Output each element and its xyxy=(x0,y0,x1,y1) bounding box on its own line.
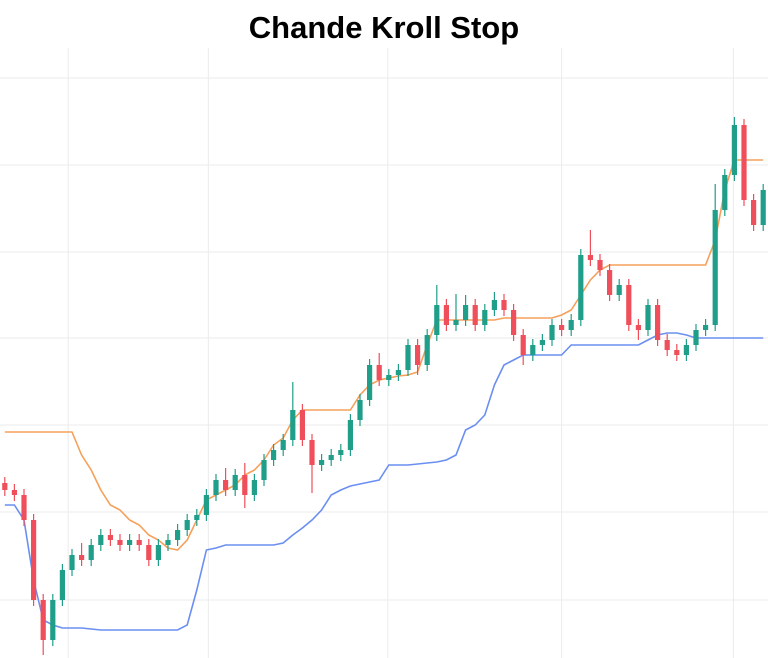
candle-body xyxy=(607,270,613,295)
candle-body xyxy=(107,535,113,540)
candle-body xyxy=(664,340,670,350)
candle-body xyxy=(482,310,488,325)
candle-body xyxy=(40,600,46,640)
candle-body xyxy=(463,305,469,320)
candle-body xyxy=(386,375,392,380)
candle-body xyxy=(127,540,133,545)
candle-body xyxy=(146,545,152,560)
candle-body xyxy=(760,190,766,225)
candle-body xyxy=(50,600,56,640)
candle-body xyxy=(155,545,161,560)
candle-body xyxy=(69,555,75,570)
candle-body xyxy=(165,540,171,545)
candle-body xyxy=(136,540,142,545)
candle-body xyxy=(31,520,37,600)
candle-body xyxy=(453,320,459,325)
candle-body xyxy=(2,483,8,490)
candle-body xyxy=(491,300,497,310)
candle-body xyxy=(587,255,593,260)
candle-body xyxy=(655,305,661,340)
candle-body xyxy=(299,410,305,440)
candle-body xyxy=(251,480,257,495)
candle-body xyxy=(319,460,325,465)
candle-body xyxy=(674,350,680,355)
candle-body xyxy=(98,535,104,545)
candle-body xyxy=(501,300,507,310)
candle-body xyxy=(616,285,622,295)
candle-body xyxy=(712,210,718,325)
candle-body xyxy=(175,530,181,540)
candle-body xyxy=(223,480,229,490)
candle-body xyxy=(559,325,565,330)
candle-body xyxy=(520,335,526,355)
candle-body xyxy=(203,495,209,515)
candle-body xyxy=(117,540,123,545)
candle-body xyxy=(511,310,517,335)
candle-body xyxy=(645,305,651,330)
candle-body xyxy=(347,420,353,450)
candle-body xyxy=(683,345,689,355)
candle-body xyxy=(11,490,17,495)
candle-body xyxy=(280,440,286,450)
candle-body xyxy=(472,305,478,325)
candle-body xyxy=(88,545,94,560)
candle-body xyxy=(549,325,555,340)
candle-body xyxy=(21,495,27,520)
candle-body xyxy=(328,455,334,460)
candle-body xyxy=(338,450,344,455)
candle-body xyxy=(703,325,709,330)
candle-body xyxy=(578,255,584,320)
candle-body xyxy=(357,400,363,420)
stop-line xyxy=(4,159,764,551)
candle-body xyxy=(626,285,632,325)
candle-body xyxy=(741,125,747,200)
candle-body xyxy=(731,125,737,175)
candle-body xyxy=(597,260,603,270)
candle-body xyxy=(722,175,728,210)
candle-body xyxy=(530,345,536,355)
candle-body xyxy=(261,460,267,480)
candle-body xyxy=(213,480,219,495)
candle-body xyxy=(443,305,449,325)
candle-body xyxy=(376,365,382,380)
candle-body xyxy=(405,345,411,370)
candle-body xyxy=(434,305,440,335)
candle-body xyxy=(271,450,277,460)
candle-body xyxy=(309,440,315,465)
candle-body xyxy=(635,325,641,330)
stop-line xyxy=(4,332,764,631)
candle-body xyxy=(59,570,65,600)
candle-body xyxy=(751,200,757,225)
candle-body xyxy=(184,520,190,530)
candle-body xyxy=(395,370,401,375)
candle-body xyxy=(194,515,200,520)
candle-body xyxy=(568,320,574,330)
candle-body xyxy=(232,475,238,490)
candle-body xyxy=(424,335,430,365)
candle-body xyxy=(367,365,373,400)
candle-body xyxy=(415,345,421,365)
candle-body xyxy=(79,555,85,560)
candle-body xyxy=(242,475,248,495)
chart-title: Chande Kroll Stop xyxy=(249,10,519,45)
candle-body xyxy=(693,330,699,345)
candle-body xyxy=(539,340,545,345)
candle-body xyxy=(290,410,296,440)
